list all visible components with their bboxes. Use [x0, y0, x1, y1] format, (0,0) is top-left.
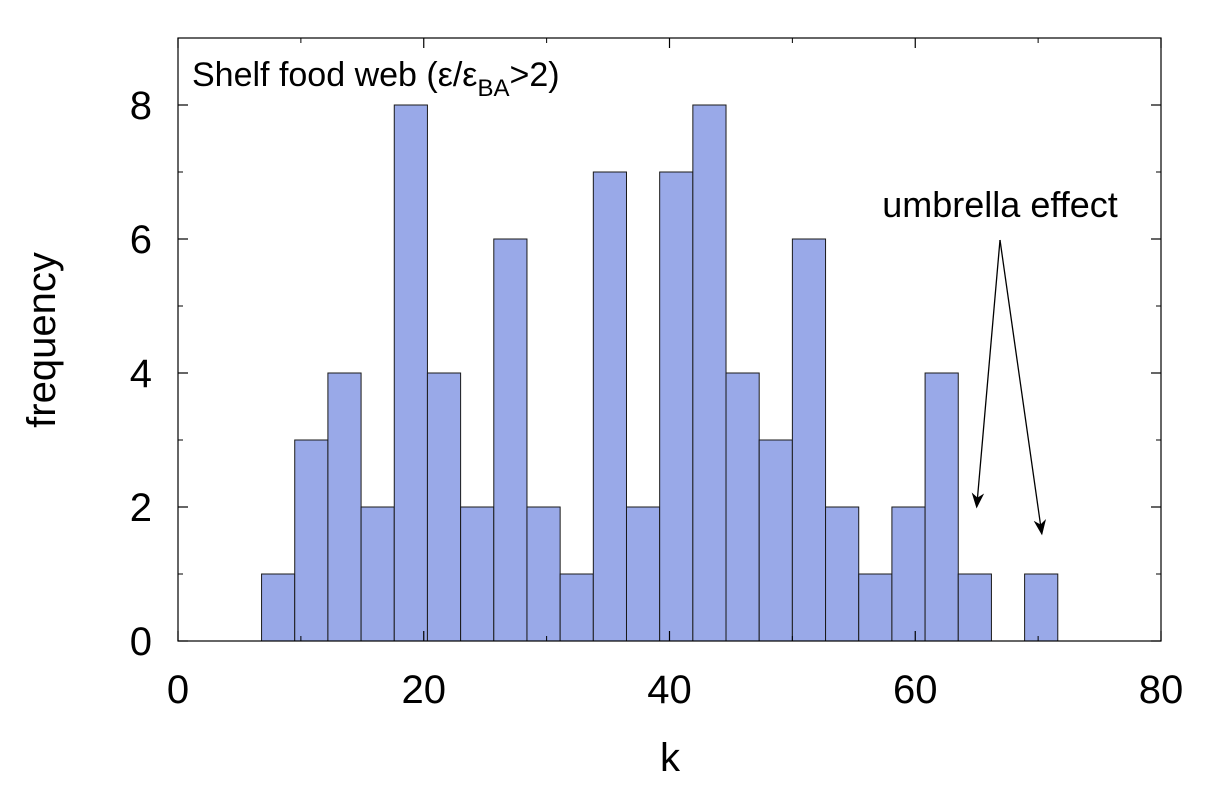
x-tick-label: 20	[402, 668, 447, 712]
x-tick-label: 80	[1139, 668, 1184, 712]
histogram-bar-21	[924, 372, 959, 642]
annotation-text: umbrella effect	[882, 184, 1117, 225]
histogram-bar-10	[559, 573, 594, 642]
histogram-bar-7	[460, 506, 495, 642]
histogram-bar-2	[294, 439, 329, 642]
histogram-bar-20	[891, 506, 926, 642]
y-tick-label: 0	[130, 620, 152, 664]
x-axis-label: k	[660, 736, 681, 780]
histogram-bar-6	[426, 372, 462, 642]
histogram-bar-9	[526, 506, 561, 642]
histogram-bar-4	[360, 506, 395, 642]
bars-layer	[261, 104, 1059, 642]
histogram-bar-15	[725, 372, 760, 642]
y-tick-label: 8	[130, 84, 152, 128]
annotation-arrow-1	[971, 239, 1001, 509]
histogram-bar-19	[858, 573, 893, 642]
histogram-bar-8	[493, 238, 528, 642]
y-axis-label: frequency	[20, 252, 64, 428]
histogram-bar-18	[825, 506, 860, 642]
x-tick-label: 0	[167, 668, 189, 712]
histogram-bar-22	[957, 573, 992, 642]
ticks-layer: 0 20 40 60 80 0 2 4 6 8	[130, 38, 1184, 712]
histogram-bar-23	[1024, 573, 1059, 642]
annotation-arrows	[971, 239, 1047, 536]
annotation-arrow-2	[999, 239, 1047, 536]
y-tick-label: 4	[130, 352, 152, 396]
histogram-bar-14	[692, 104, 727, 642]
histogram-bar-5	[393, 104, 428, 642]
y-tick-label: 2	[130, 486, 152, 530]
histogram-bar-13	[659, 171, 694, 642]
x-tick-label: 40	[647, 668, 692, 712]
histogram-bar-11	[592, 171, 627, 642]
y-tick-label: 6	[130, 218, 152, 262]
histogram-bar-17	[791, 238, 827, 642]
x-tick-label: 60	[893, 668, 938, 712]
histogram-bar-16	[758, 439, 793, 642]
histogram-bar-1	[261, 573, 296, 642]
chart-title: Shelf food web (ε/εBA>2)	[192, 56, 560, 102]
histogram-bar-12	[625, 506, 661, 642]
histogram-bar-3	[327, 372, 362, 642]
